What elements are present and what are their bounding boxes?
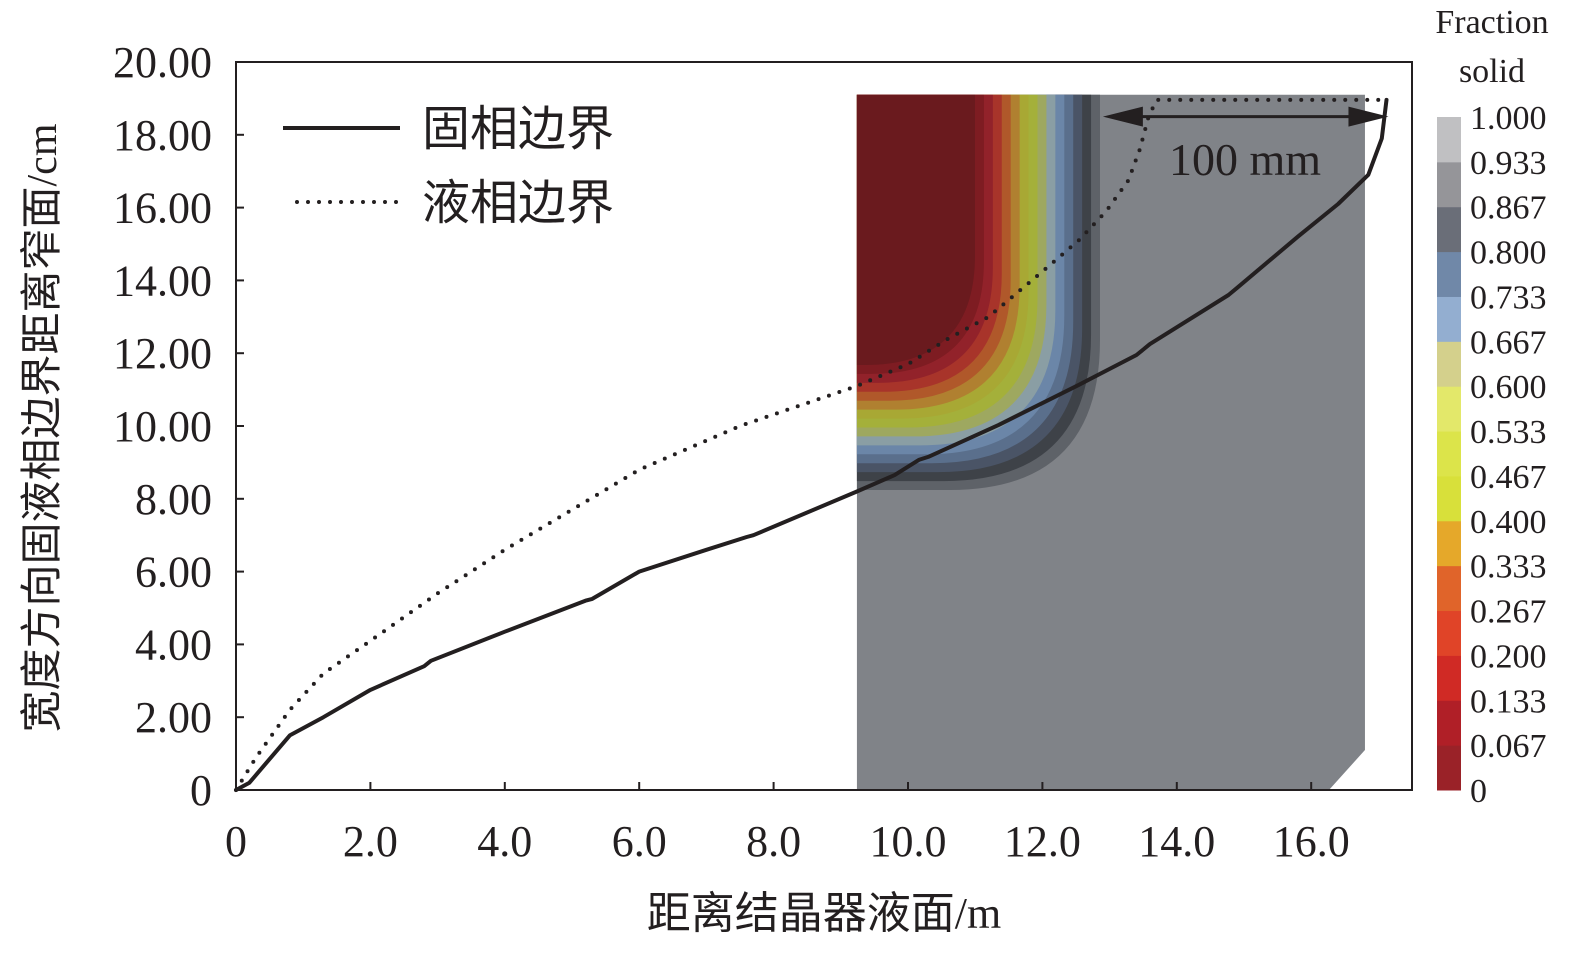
x-tick-label: 12.0 [1004, 817, 1081, 866]
colorbar-swatch [1437, 251, 1461, 297]
colorbar-title-line2: solid [1459, 53, 1525, 90]
colorbar-tick-label: 0.600 [1470, 369, 1547, 406]
colorbar-swatch [1437, 655, 1461, 701]
dimension-annotation: 100 mm [1102, 106, 1389, 185]
y-tick-label: 4.00 [135, 620, 212, 669]
y-tick-label: 8.00 [135, 475, 212, 524]
colorbar-tick-label: 0.467 [1470, 459, 1547, 496]
colorbar-swatch [1437, 475, 1461, 522]
y-tick-label: 12.00 [113, 329, 212, 378]
colorbar-swatch [1437, 520, 1461, 567]
colorbar-tick-label: 0.733 [1470, 279, 1547, 316]
colorbar-swatch [1437, 565, 1461, 612]
y-tick-label: 0 [190, 766, 212, 815]
x-tick-label: 0 [225, 817, 247, 866]
colorbar-swatch [1437, 161, 1461, 208]
colorbar-tick-label: 0.533 [1470, 414, 1547, 451]
arrow-head-right [1348, 106, 1389, 127]
colorbar-tick-label: 0.800 [1470, 235, 1547, 272]
x-tick-label: 8.0 [746, 817, 801, 866]
colorbar-tick-label: 0.067 [1470, 728, 1547, 765]
y-tick-label: 18.00 [113, 111, 212, 160]
arrow-head-left [1102, 106, 1143, 127]
colorbar-swatch [1437, 386, 1461, 432]
x-tick-label: 6.0 [612, 817, 667, 866]
colorbar-swatch [1437, 745, 1461, 791]
colorbar-swatch [1437, 610, 1461, 656]
colorbar-tick-label: 0.933 [1470, 145, 1547, 182]
colorbar-swatch [1437, 431, 1461, 477]
contour-band [856, 94, 975, 365]
colorbar-tick-label: 0 [1470, 773, 1487, 810]
colorbar-tick-label: 1.000 [1470, 100, 1547, 137]
x-tick-label: 14.0 [1138, 817, 1215, 866]
x-tick-label: 4.0 [477, 817, 532, 866]
x-tick-label: 10.0 [870, 817, 947, 866]
y-tick-label: 20.00 [113, 38, 212, 87]
colorbar-tick-label: 0.267 [1470, 594, 1547, 631]
y-tick-label: 10.00 [113, 402, 212, 451]
colorbar-swatch [1437, 206, 1461, 253]
x-axis-ticks: 0 2.0 4.0 6.0 8.0 10.0 12.0 14.0 16.0 [225, 782, 1350, 866]
y-tick-label: 6.00 [135, 548, 212, 597]
x-tick-label: 2.0 [343, 817, 398, 866]
colorbar-tick-label: 0.200 [1470, 638, 1547, 675]
colorbar: Fraction solid 0 0.067 0.133 0.200 0.267 0.33… [1435, 4, 1548, 810]
colorbar-swatch [1437, 296, 1461, 342]
colorbar-swatch [1437, 117, 1461, 163]
legend: 固相边界 液相边界 [283, 103, 614, 230]
colorbar-tick-label: 0.333 [1470, 549, 1547, 586]
solidus-line [234, 97, 1389, 792]
colorbar-title-line1: Fraction [1435, 4, 1548, 41]
colorbar-swatch [1437, 341, 1461, 387]
y-tick-label: 16.00 [113, 184, 212, 233]
colorbar-tick-label: 0.667 [1470, 324, 1547, 361]
colorbar-tick-label: 0.867 [1470, 190, 1547, 227]
colorbar-swatch [1437, 700, 1461, 746]
legend-label-solidus: 固相边界 [422, 103, 614, 156]
dimension-label: 100 mm [1169, 134, 1321, 185]
x-axis-label: 距离结晶器液面/m [647, 889, 1001, 938]
y-tick-label: 14.00 [113, 256, 212, 305]
colorbar-tick-label: 0.133 [1470, 683, 1547, 720]
legend-label-liquidus: 液相边界 [422, 177, 614, 230]
y-axis-ticks: 0 2.00 4.00 6.00 8.00 10.00 12.00 14.00 16.00 18.… [113, 38, 244, 815]
y-axis-label: 宽度方向固液相边界距离窄面/cm [19, 123, 66, 732]
colorbar-tick-label: 0.400 [1470, 504, 1547, 541]
x-tick-label: 16.0 [1273, 817, 1350, 866]
y-tick-label: 2.00 [135, 693, 212, 742]
fraction-solid-contour [856, 94, 1365, 790]
